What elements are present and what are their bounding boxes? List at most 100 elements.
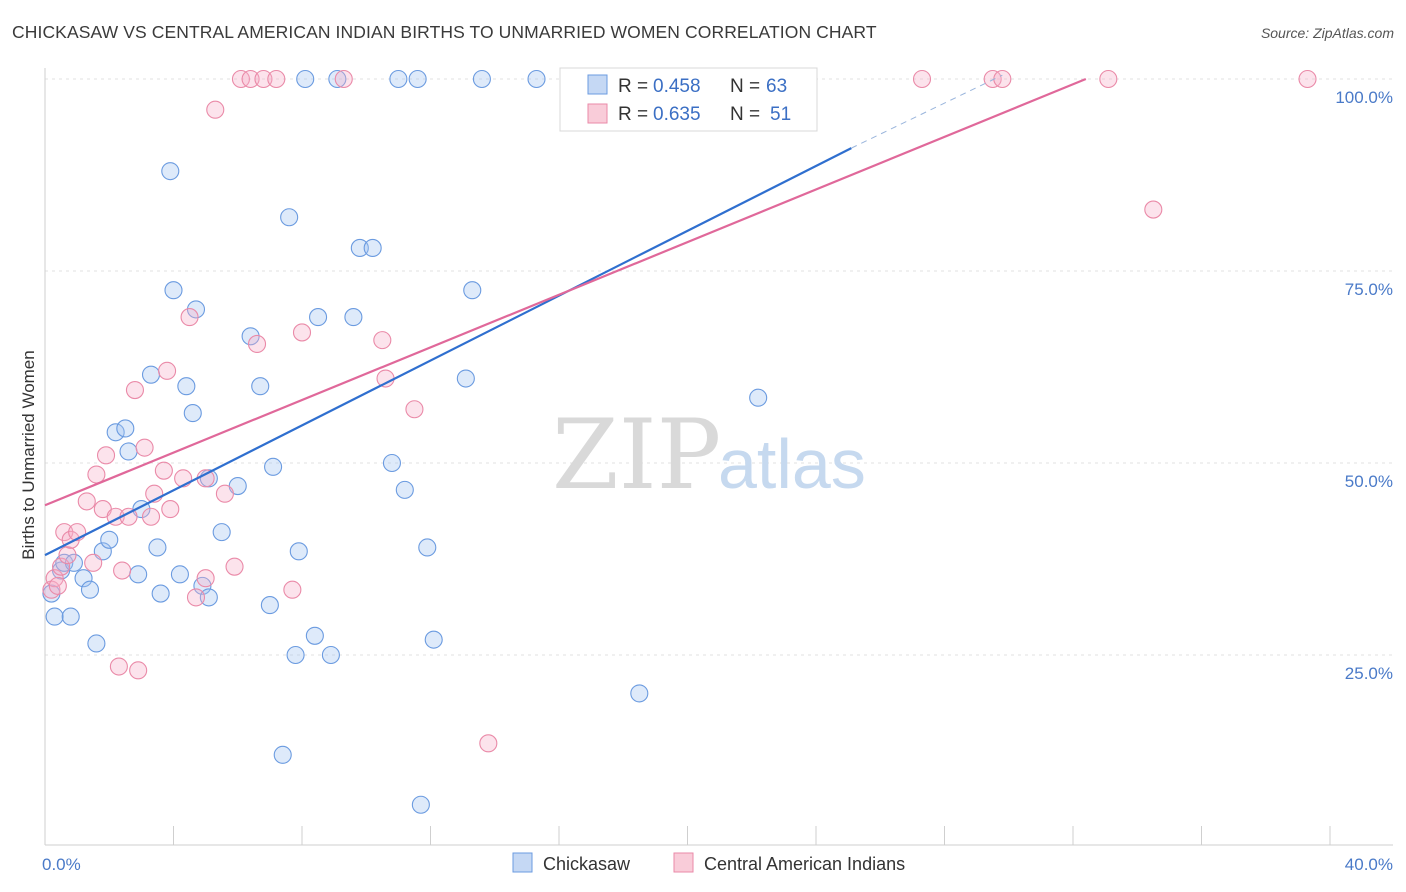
point-chickasaw: [199, 588, 218, 607]
y-tick-label: 75.0%: [1345, 280, 1393, 299]
point-chickasaw: [289, 542, 308, 561]
source-credit: Source: ZipAtlas.com: [1260, 25, 1394, 41]
axes: [44, 68, 1393, 846]
x-tick-label: 0.0%: [42, 855, 81, 874]
point-chickasaw: [363, 238, 382, 258]
point-central-american: [373, 331, 392, 350]
point-chickasaw: [61, 607, 80, 626]
legend: R = 0.458 N = 63 R = 0.635 N = 51: [559, 67, 818, 132]
point-chickasaw: [212, 523, 231, 542]
point-chickasaw: [183, 404, 202, 423]
point-chickasaw: [411, 795, 430, 814]
legend-r-value-central-american: 0.635: [653, 104, 701, 125]
point-chickasaw: [424, 630, 443, 649]
data-points: [42, 69, 1317, 814]
gridlines: [45, 78, 1395, 656]
point-central-american: [161, 500, 180, 519]
point-central-american: [96, 446, 116, 465]
point-central-american: [113, 561, 132, 580]
y-tick-label: 100.0%: [1335, 88, 1393, 107]
point-central-american: [983, 69, 1002, 89]
point-chickasaw: [408, 69, 427, 89]
point-central-american: [58, 546, 77, 565]
point-chickasaw: [186, 300, 206, 319]
point-chickasaw: [350, 238, 369, 258]
point-central-american: [1144, 200, 1163, 219]
point-chickasaw: [177, 377, 196, 396]
point-chickasaw: [119, 442, 138, 461]
point-chickasaw: [418, 538, 437, 557]
point-chickasaw: [389, 69, 408, 89]
point-chickasaw: [161, 162, 180, 181]
point-chickasaw: [151, 584, 170, 603]
point-central-american: [292, 323, 312, 342]
point-central-american: [206, 100, 225, 119]
point-central-american: [1298, 69, 1317, 89]
point-chickasaw: [273, 745, 292, 764]
point-chickasaw: [309, 308, 328, 327]
legend-n-label-chickasaw: N =: [730, 76, 760, 97]
point-central-american: [52, 557, 71, 576]
point-central-american: [231, 69, 251, 89]
point-chickasaw: [260, 596, 279, 615]
point-chickasaw: [286, 645, 305, 665]
point-chickasaw: [463, 281, 482, 300]
point-central-american: [247, 334, 267, 354]
point-chickasaw: [456, 369, 475, 388]
point-chickasaw: [472, 69, 491, 89]
point-chickasaw: [305, 626, 324, 645]
point-central-american: [334, 69, 353, 89]
point-chickasaw: [148, 538, 167, 557]
point-central-american: [225, 557, 244, 576]
point-chickasaw: [749, 388, 768, 407]
legend-r-label-chickasaw: R =: [618, 76, 648, 97]
legend-swatch-chickasaw: [587, 74, 608, 95]
point-chickasaw: [328, 69, 347, 89]
point-chickasaw: [106, 423, 125, 442]
point-central-american: [283, 580, 302, 599]
point-chickasaw: [116, 419, 135, 438]
legend-r-value-chickasaw: 0.458: [653, 76, 701, 97]
point-chickasaw: [100, 530, 119, 549]
point-central-american: [109, 657, 128, 676]
point-central-american: [129, 661, 148, 680]
point-central-american: [215, 484, 234, 503]
bottom-legend-label-central-american: Central American Indians: [704, 854, 905, 874]
y-axis-label: Births to Unmarried Women: [19, 350, 38, 559]
bottom-legend: Chickasaw Central American Indians: [512, 852, 905, 874]
trendline-chickasaw: [44, 147, 852, 557]
point-chickasaw: [45, 607, 64, 626]
point-central-american: [405, 400, 424, 419]
point-chickasaw: [630, 684, 649, 703]
legend-swatch-central-american: [587, 103, 608, 124]
bottom-legend-label-chickasaw: Chickasaw: [543, 854, 631, 874]
point-central-american: [135, 438, 154, 457]
point-chickasaw: [129, 565, 148, 584]
bottom-legend-swatch-chickasaw: [512, 852, 533, 873]
legend-n-value-chickasaw: 63: [766, 76, 787, 97]
point-chickasaw: [80, 580, 100, 599]
bottom-legend-swatch-central-american: [673, 852, 694, 873]
chart-title: CHICKASAW VS CENTRAL AMERICAN INDIAN BIR…: [12, 22, 877, 42]
point-chickasaw: [527, 69, 546, 89]
point-central-american: [479, 734, 498, 753]
x-tick-labels: 0.0% 40.0%: [42, 855, 1393, 874]
point-central-american: [196, 469, 215, 488]
point-central-american: [87, 465, 106, 484]
point-central-american: [125, 380, 144, 400]
point-chickasaw: [344, 308, 363, 327]
point-central-american: [77, 492, 96, 511]
point-chickasaw: [251, 377, 270, 396]
point-chickasaw: [280, 208, 299, 227]
point-central-american: [141, 507, 161, 526]
point-chickasaw: [141, 365, 161, 384]
point-central-american: [180, 308, 199, 327]
trendline-central-american: [44, 77, 1087, 507]
y-tick-label: 25.0%: [1345, 664, 1393, 683]
point-chickasaw: [164, 281, 183, 300]
y-tick-labels: 25.0% 50.0% 75.0% 100.0%: [1335, 88, 1393, 683]
watermark-atlas: atlas: [718, 425, 866, 503]
legend-r-label-central-american: R =: [618, 104, 648, 125]
point-chickasaw: [296, 69, 315, 89]
point-chickasaw: [264, 457, 283, 476]
